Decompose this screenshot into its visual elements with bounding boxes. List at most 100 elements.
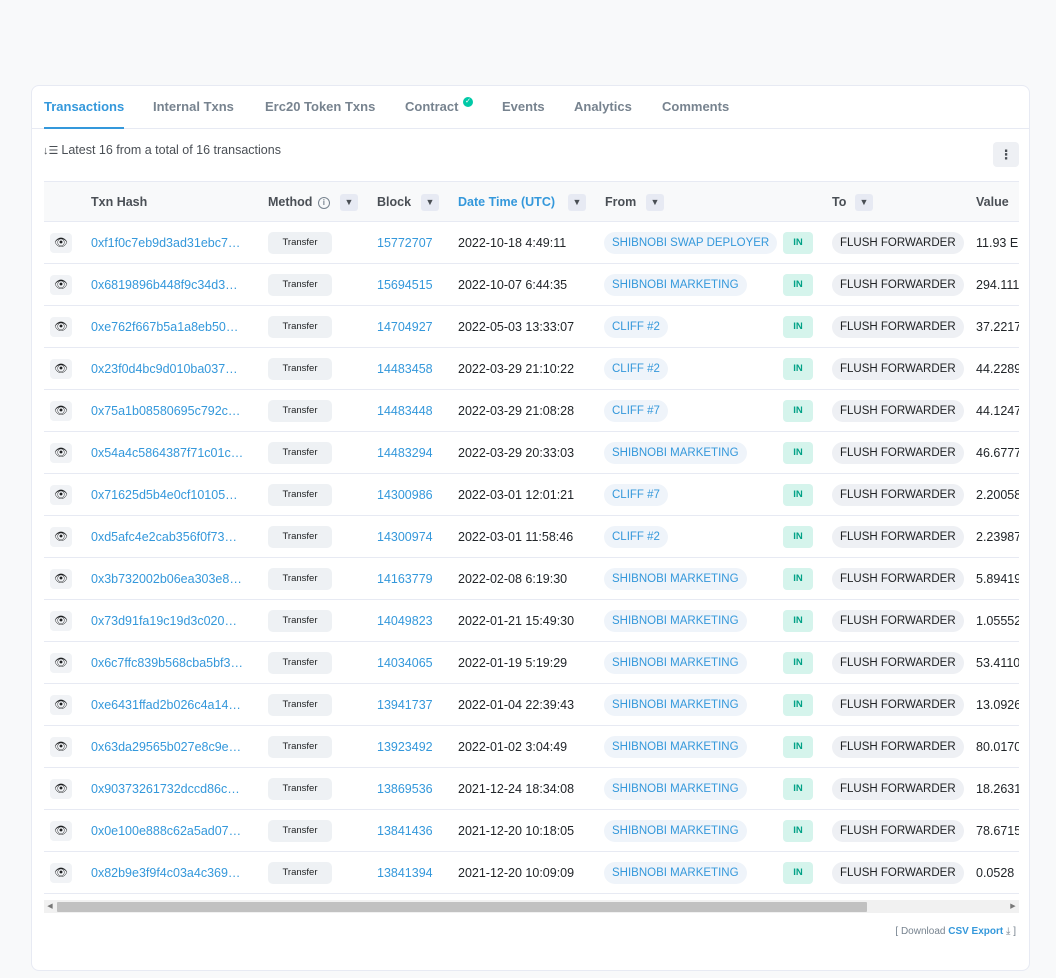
block-link[interactable]: 13923492	[377, 740, 433, 754]
txn-hash-link[interactable]: 0xf1f0c7eb9d3ad31ebc7…	[91, 236, 241, 250]
footer-open-bracket: [ Download	[895, 926, 949, 937]
to-filter-icon[interactable]: ▼	[855, 194, 873, 211]
tab-comments[interactable]: Comments	[662, 99, 730, 114]
eye-icon[interactable]: 👁	[50, 863, 72, 883]
csv-export-link[interactable]: CSV Export	[948, 926, 1004, 937]
block-link[interactable]: 14163779	[377, 572, 433, 586]
txn-hash-link[interactable]: 0x23f0d4bc9d010ba037…	[91, 362, 238, 376]
txn-hash-link[interactable]: 0x75a1b08580695c792c…	[91, 404, 241, 418]
txn-hash-link[interactable]: 0x63da29565b027e8c9e…	[91, 740, 242, 754]
block-link[interactable]: 14300986	[377, 488, 433, 502]
horizontal-scrollbar[interactable]: ◀ ▶	[44, 900, 1019, 913]
eye-icon[interactable]: 👁	[50, 779, 72, 799]
table-row: 👁 0x23f0d4bc9d010ba037… Transfer 14483458 20…	[44, 348, 1019, 390]
txn-hash-link[interactable]: 0xd5afc4e2cab356f0f73…	[91, 530, 237, 544]
scroll-left-icon[interactable]: ◀	[47, 903, 53, 910]
from-address-link[interactable]: SHIBNOBI SWAP DEPLOYER	[604, 232, 778, 254]
more-options-button[interactable]: ⋮	[993, 142, 1019, 167]
block-link[interactable]: 15772707	[377, 236, 433, 250]
from-address-link[interactable]: SHIBNOBI MARKETING	[604, 862, 747, 884]
to-address-badge: FLUSH FORWARDER	[832, 736, 964, 758]
eye-icon[interactable]: 👁	[50, 233, 72, 253]
value: 13.0926	[976, 698, 1019, 712]
from-address-link[interactable]: CLIFF #7	[604, 400, 668, 422]
from-address-link[interactable]: CLIFF #2	[604, 358, 668, 380]
date-time: 2022-10-18 4:49:11	[458, 236, 567, 250]
txn-hash-link[interactable]: 0xe6431ffad2b026c4a14…	[91, 698, 241, 712]
txn-hash-link[interactable]: 0x71625d5b4e0cf10105…	[91, 488, 238, 502]
from-address-link[interactable]: CLIFF #2	[604, 316, 668, 338]
from-address-link[interactable]: SHIBNOBI MARKETING	[604, 442, 747, 464]
from-address-link[interactable]: CLIFF #2	[604, 526, 668, 548]
tab-erc20-token-txns[interactable]: Erc20 Token Txns	[265, 99, 376, 114]
date-time: 2022-01-21 15:49:30	[458, 614, 575, 628]
eye-icon[interactable]: 👁	[50, 569, 72, 589]
txn-hash-link[interactable]: 0x3b732002b06ea303e8…	[91, 572, 242, 586]
table-row: 👁 0xf1f0c7eb9d3ad31ebc7… Transfer 15772707 2…	[44, 222, 1019, 264]
block-link[interactable]: 14704927	[377, 320, 433, 334]
block-link[interactable]: 13841436	[377, 824, 433, 838]
tab-events[interactable]: Events	[502, 99, 545, 114]
scrollbar-thumb[interactable]	[57, 902, 867, 912]
from-address-link[interactable]: SHIBNOBI MARKETING	[604, 694, 747, 716]
eye-icon[interactable]: 👁	[50, 653, 72, 673]
tab-transactions[interactable]: Transactions	[44, 86, 125, 129]
to-address-badge: FLUSH FORWARDER	[832, 316, 964, 338]
eye-icon[interactable]: 👁	[50, 359, 72, 379]
txn-hash-link[interactable]: 0xe762f667b5a1a8eb50…	[91, 320, 239, 334]
date-time: 2021-12-20 10:18:05	[458, 824, 575, 838]
block-link[interactable]: 14483294	[377, 446, 433, 460]
from-address-link[interactable]: SHIBNOBI MARKETING	[604, 568, 747, 590]
txn-hash-link[interactable]: 0x73d91fa19c19d3c020…	[91, 614, 237, 628]
from-address-link[interactable]: SHIBNOBI MARKETING	[604, 778, 747, 800]
block-link[interactable]: 14034065	[377, 656, 433, 670]
block-link[interactable]: 13869536	[377, 782, 433, 796]
txn-hash-link[interactable]: 0x82b9e3f9f4c03a4c369…	[91, 866, 241, 880]
block-link[interactable]: 13841394	[377, 866, 433, 880]
block-link[interactable]: 14049823	[377, 614, 433, 628]
value: 80.0170	[976, 740, 1019, 754]
scroll-right-icon[interactable]: ▶	[1010, 903, 1016, 910]
txn-hash-link[interactable]: 0x0e100e888c62a5ad07…	[91, 824, 242, 838]
eye-icon[interactable]: 👁	[50, 401, 72, 421]
eye-icon[interactable]: 👁	[50, 527, 72, 547]
method-filter-icon[interactable]: ▼	[340, 194, 358, 211]
tab-internal-txns[interactable]: Internal Txns	[153, 99, 234, 114]
eye-icon[interactable]: 👁	[50, 695, 72, 715]
info-icon[interactable]: i	[317, 197, 330, 209]
tab-analytics[interactable]: Analytics	[574, 99, 632, 114]
direction-badge: IN	[783, 652, 813, 674]
tab-contract[interactable]: Contract	[405, 99, 459, 114]
eye-icon[interactable]: 👁	[50, 317, 72, 337]
txn-hash-link[interactable]: 0x54a4c5864387f71c01c…	[91, 446, 244, 460]
eye-icon[interactable]: 👁	[50, 443, 72, 463]
block-link[interactable]: 15694515	[377, 278, 433, 292]
txn-hash-link[interactable]: 0x90373261732dccd86c…	[91, 782, 240, 796]
download-icon[interactable]: ⤓	[1006, 926, 1011, 937]
eye-icon[interactable]: 👁	[50, 485, 72, 505]
eye-icon[interactable]: 👁	[50, 821, 72, 841]
from-address-link[interactable]: SHIBNOBI MARKETING	[604, 274, 747, 296]
block-link[interactable]: 14483448	[377, 404, 433, 418]
block-filter-icon[interactable]: ▼	[421, 194, 439, 211]
direction-badge: IN	[783, 232, 813, 254]
method-badge: Transfer	[268, 820, 332, 842]
date-filter-icon[interactable]: ▼	[568, 194, 586, 211]
from-address-link[interactable]: CLIFF #7	[604, 484, 668, 506]
date-time: 2021-12-20 10:09:09	[458, 866, 575, 880]
direction-badge: IN	[783, 274, 813, 296]
block-link[interactable]: 14483458	[377, 362, 433, 376]
col-date-time[interactable]: Date Time (UTC)	[458, 195, 556, 209]
txn-hash-link[interactable]: 0x6c7ffc839b568cba5bf3…	[91, 656, 243, 670]
block-link[interactable]: 13941737	[377, 698, 433, 712]
from-address-link[interactable]: SHIBNOBI MARKETING	[604, 652, 747, 674]
eye-icon[interactable]: 👁	[50, 611, 72, 631]
from-address-link[interactable]: SHIBNOBI MARKETING	[604, 610, 747, 632]
txn-hash-link[interactable]: 0x6819896b448f9c34d3…	[91, 278, 238, 292]
from-address-link[interactable]: SHIBNOBI MARKETING	[604, 820, 747, 842]
from-address-link[interactable]: SHIBNOBI MARKETING	[604, 736, 747, 758]
eye-icon[interactable]: 👁	[50, 737, 72, 757]
block-link[interactable]: 14300974	[377, 530, 433, 544]
eye-icon[interactable]: 👁	[50, 275, 72, 295]
from-filter-icon[interactable]: ▼	[646, 194, 664, 211]
